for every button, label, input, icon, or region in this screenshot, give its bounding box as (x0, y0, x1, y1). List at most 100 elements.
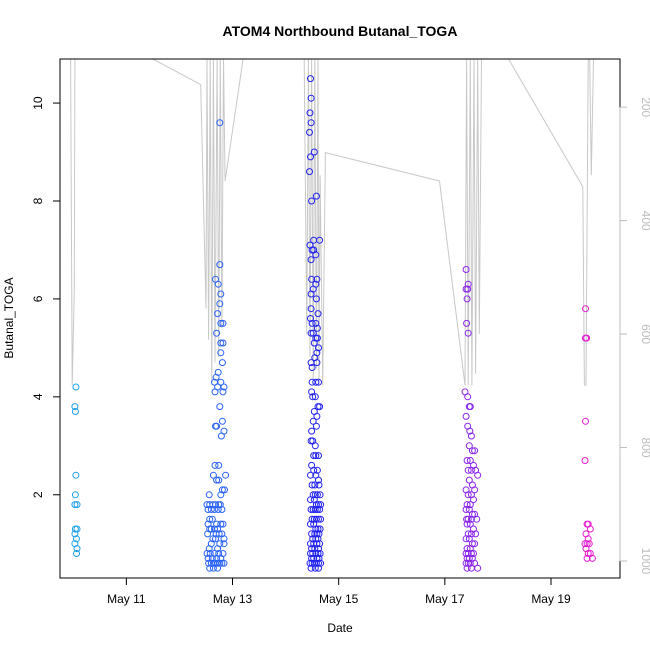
data-point (462, 266, 470, 273)
data-point (307, 305, 315, 313)
data-point (313, 334, 321, 342)
data-point (310, 339, 318, 347)
data-point (307, 75, 314, 83)
data-point (307, 564, 315, 572)
data-point (308, 481, 316, 489)
data-point (219, 520, 227, 528)
data-point (311, 481, 319, 489)
data-point (311, 564, 319, 572)
data-point (313, 324, 321, 332)
data-point (312, 251, 320, 259)
data-point (217, 432, 225, 440)
data-point (208, 554, 216, 562)
data-point (315, 452, 322, 460)
data-point (317, 501, 325, 509)
data-point (307, 290, 315, 298)
data-point (213, 329, 221, 337)
x-axis-label: Date (327, 621, 353, 635)
data-point (316, 540, 324, 548)
data-point (214, 280, 222, 288)
data-point (307, 520, 314, 528)
y2-axis: 200 400 600 800 1000 (619, 97, 650, 575)
data-point (581, 457, 589, 464)
data-point (220, 559, 228, 567)
data-point (313, 530, 321, 538)
data-point (583, 334, 591, 342)
data-point (217, 349, 225, 357)
data-point (463, 545, 471, 553)
data-point (466, 403, 474, 411)
data-point (308, 378, 316, 386)
data-point (313, 466, 321, 474)
data-point (463, 564, 471, 572)
data-point (316, 491, 324, 499)
series-group (306, 75, 325, 572)
data-point (309, 417, 317, 425)
data-point (308, 275, 316, 283)
data-point (214, 564, 222, 572)
data-point (214, 545, 222, 553)
data-point (212, 373, 220, 381)
data-point (462, 559, 470, 567)
data-point (315, 501, 322, 509)
series-group (71, 383, 81, 557)
data-point (585, 540, 593, 548)
data-point (219, 319, 227, 327)
data-point (218, 506, 226, 513)
data-point (314, 310, 322, 318)
y-tick-label: 8 (31, 197, 45, 204)
data-point (217, 378, 225, 386)
data-point (465, 476, 473, 484)
data-point (313, 412, 321, 420)
data-point (216, 300, 224, 308)
data-point (311, 491, 319, 499)
y2-tick-label: 800 (639, 438, 650, 458)
data-point (315, 530, 323, 538)
data-point (581, 540, 589, 548)
data-point (465, 554, 473, 562)
data-point (315, 515, 322, 523)
data-point (463, 457, 471, 464)
data-point (218, 559, 226, 567)
data-point (308, 197, 316, 205)
data-point (306, 128, 313, 136)
data-point (316, 236, 324, 244)
y-tick-label: 2 (31, 491, 45, 498)
data-point (215, 530, 223, 538)
data-points (71, 75, 596, 572)
x-tick-label: May 13 (213, 592, 253, 606)
data-point (307, 471, 314, 479)
data-point (583, 540, 591, 548)
data-point (474, 564, 482, 572)
data-point (206, 515, 214, 523)
data-point (73, 501, 81, 509)
data-point (71, 530, 79, 538)
data-point (316, 550, 324, 557)
data-point (468, 510, 476, 518)
data-point (462, 535, 470, 543)
y2-tick-label: 600 (639, 324, 650, 344)
data-point (464, 491, 472, 499)
data-point (314, 550, 322, 557)
data-point (213, 422, 221, 430)
data-point (312, 319, 320, 327)
data-point (217, 520, 225, 528)
data-point (217, 554, 225, 562)
data-point (307, 94, 315, 102)
data-point (217, 319, 225, 327)
data-point (204, 554, 212, 562)
data-point (311, 393, 319, 401)
data-point (464, 550, 472, 557)
data-point (216, 261, 224, 269)
data-point (307, 256, 315, 264)
data-point (72, 471, 80, 479)
data-point (462, 506, 470, 513)
y-tick-label: 4 (31, 393, 45, 400)
data-point (314, 535, 322, 543)
data-point (466, 501, 474, 509)
data-point (218, 359, 226, 367)
data-point (71, 403, 79, 411)
data-point (220, 535, 228, 543)
data-point (308, 427, 316, 435)
